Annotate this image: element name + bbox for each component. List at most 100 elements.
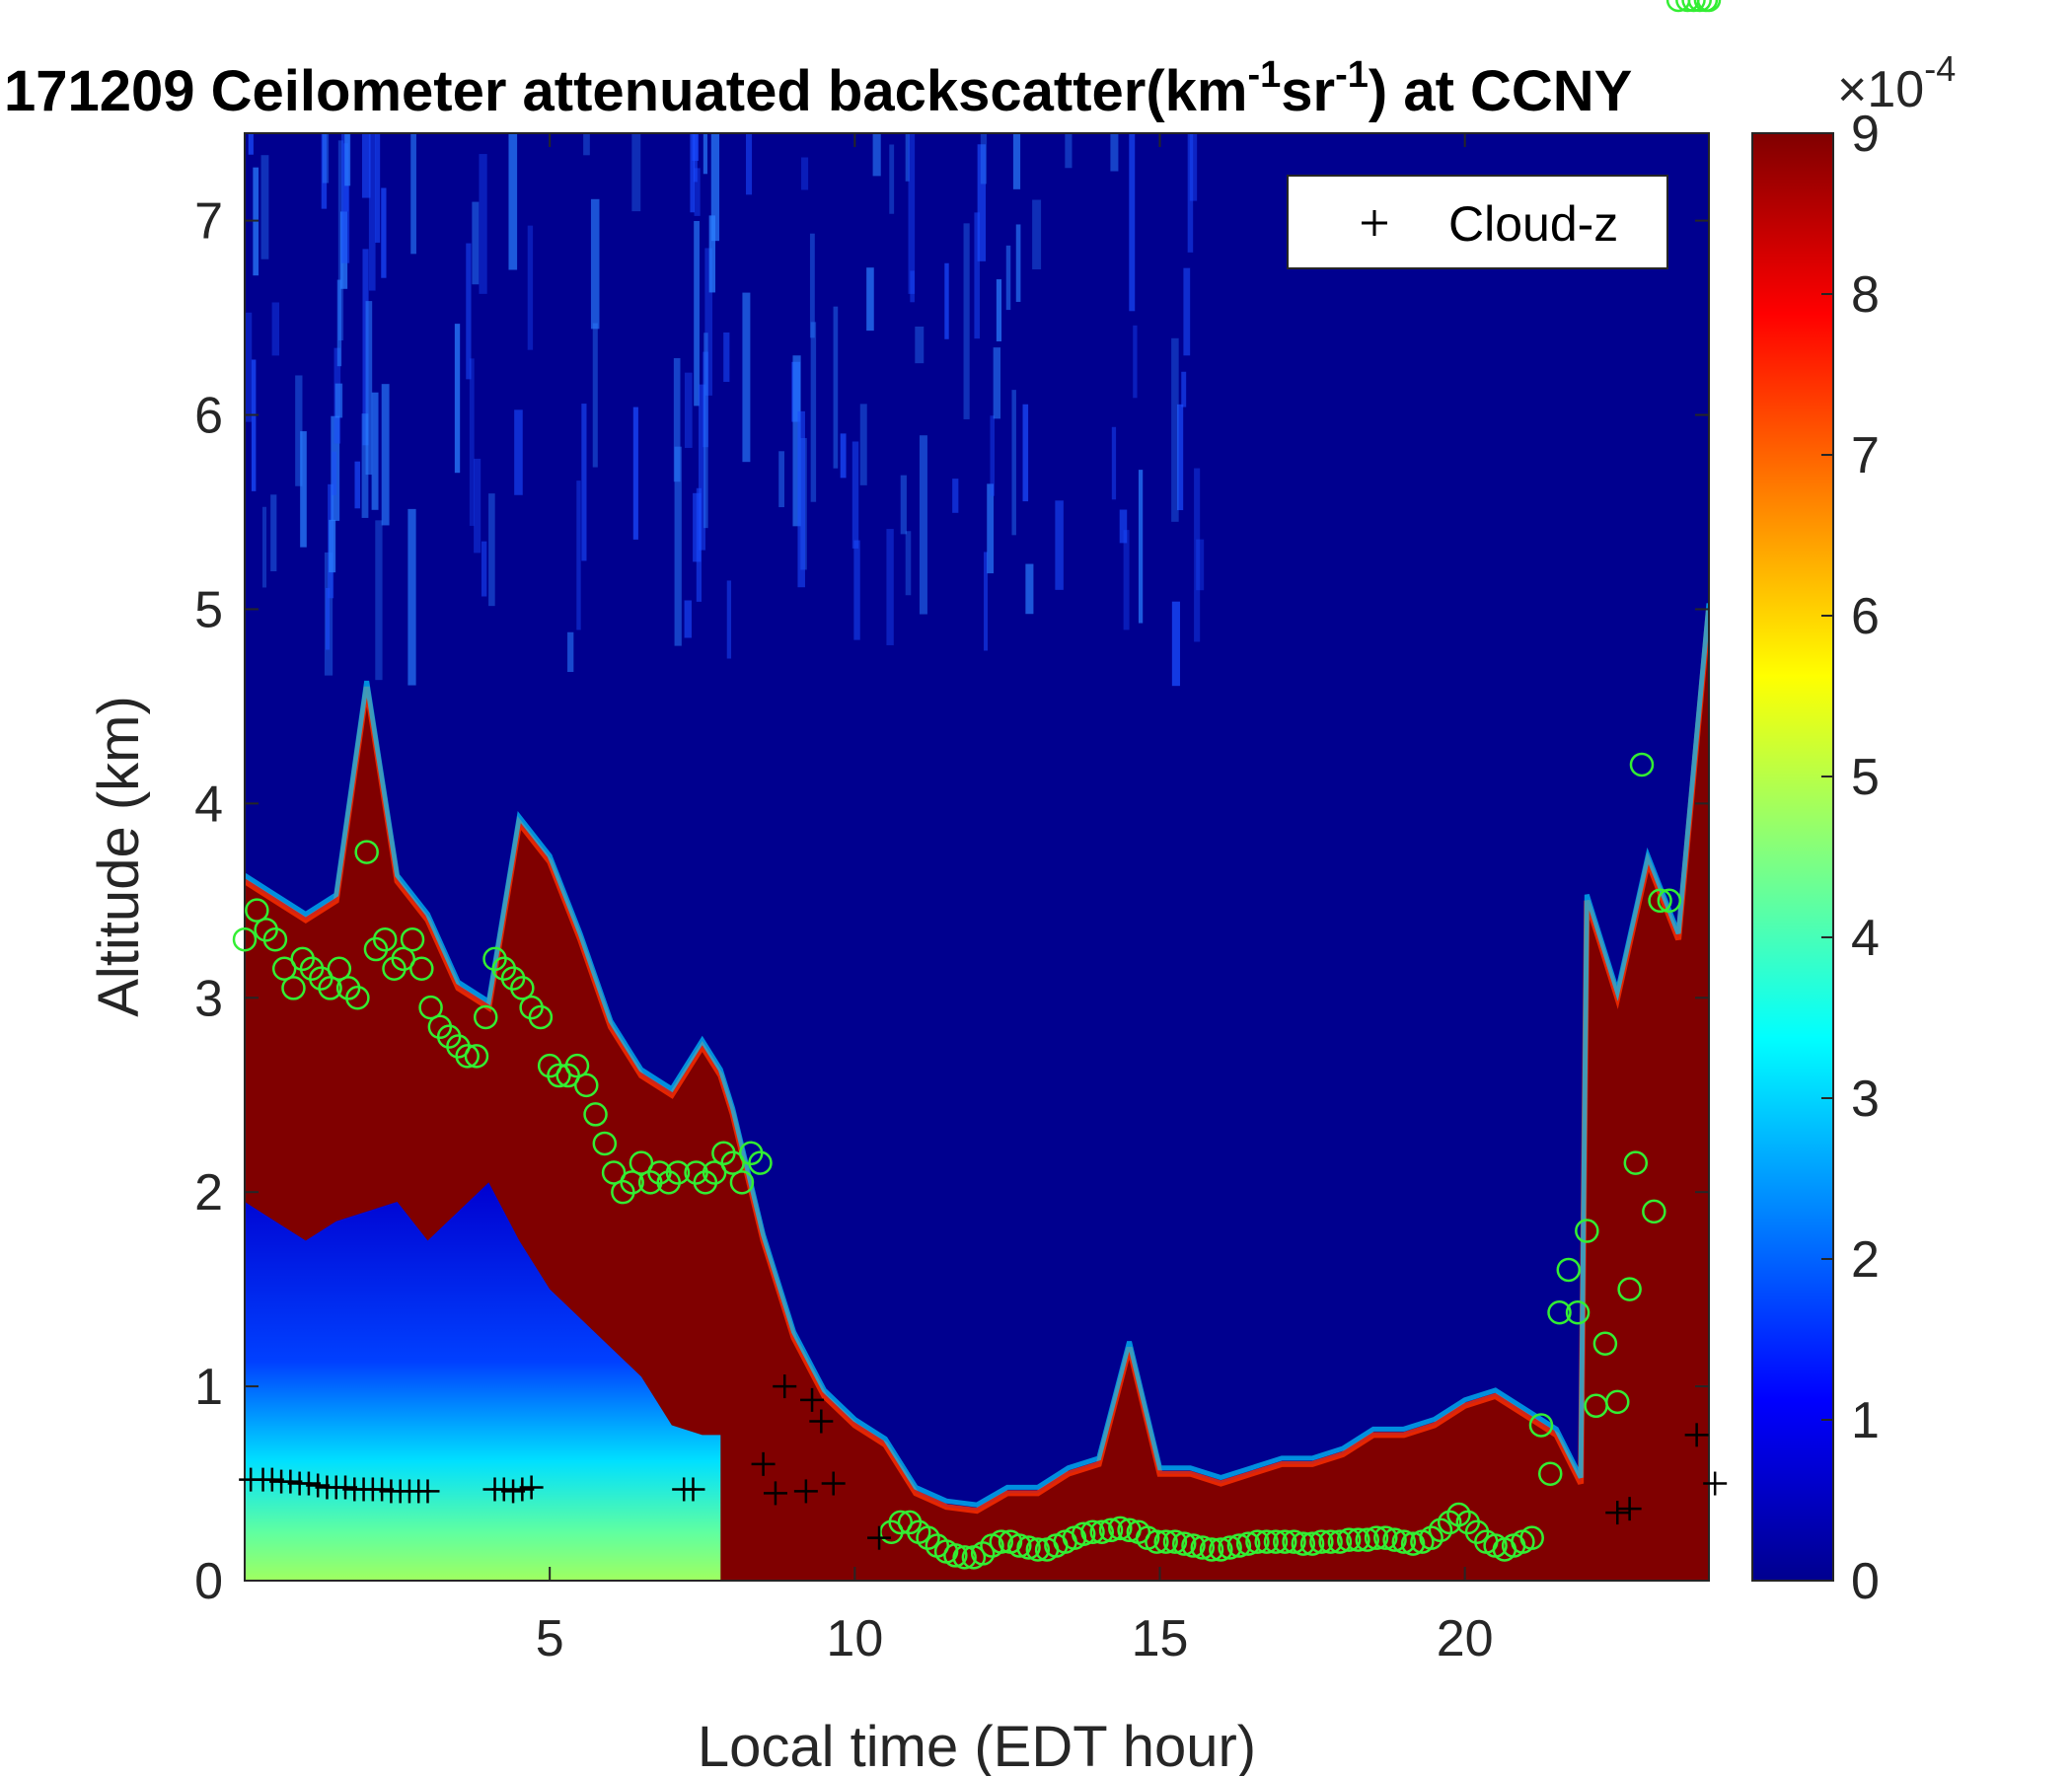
pbl-circle	[245, 898, 269, 923]
pbl-circle	[592, 1131, 618, 1156]
noise-streak	[331, 415, 340, 521]
pbl-circle	[620, 1170, 644, 1195]
noise-streak	[329, 519, 336, 573]
noise-streak	[581, 404, 587, 561]
pbl-circle	[327, 956, 352, 981]
y-tick-label: 5	[194, 581, 223, 638]
pbl-circle	[1291, 1531, 1316, 1556]
noise-streak	[693, 492, 702, 562]
pbl-circle	[888, 1510, 913, 1535]
noise-streak	[910, 270, 915, 303]
dense-aerosol-layer	[245, 609, 1709, 1581]
noise-streak	[592, 323, 598, 468]
legend-box	[1287, 175, 1668, 269]
noise-streak	[908, 133, 916, 294]
noise-streak	[1022, 404, 1029, 502]
noise-streak	[792, 355, 801, 527]
noise-streak	[703, 351, 709, 448]
pbl-circle	[1108, 1516, 1133, 1541]
pbl-circle	[989, 1529, 1013, 1554]
noise-streak	[245, 312, 253, 422]
noise-streak	[632, 407, 638, 540]
noise-streak	[698, 384, 706, 551]
pbl-circle	[1547, 1300, 1572, 1325]
noise-streak	[375, 520, 383, 681]
pbl-circle	[1696, 0, 1722, 13]
noise-streak	[325, 587, 331, 650]
pbl-circle	[1575, 1219, 1599, 1243]
noise-streak	[704, 248, 713, 396]
pbl-circle	[564, 1053, 590, 1078]
noise-streak	[694, 168, 701, 216]
pbl-circle	[1556, 1257, 1582, 1283]
y-tick-label: 0	[194, 1553, 223, 1610]
legend-entry-cloud-z: Cloud-z	[1448, 196, 1618, 252]
noise-streak	[583, 133, 590, 156]
noise-streak	[1189, 133, 1198, 201]
noise-streak	[344, 133, 351, 186]
colorbar-gradient	[1751, 132, 1834, 1582]
noise-streak	[1183, 267, 1191, 356]
pbl-circle	[1657, 888, 1682, 914]
noise-streak	[248, 133, 254, 155]
y-tick-label: 4	[194, 776, 223, 833]
pbl-circle	[1263, 1529, 1289, 1554]
pbl-circle	[1226, 1533, 1252, 1558]
noise-streak	[368, 133, 376, 291]
noise-streak	[381, 384, 390, 526]
pbl-circle	[574, 1073, 599, 1098]
pbl-circle	[1254, 1529, 1279, 1554]
noise-streak	[514, 409, 523, 495]
noise-streak	[361, 133, 371, 198]
noise-streak	[362, 249, 369, 446]
noise-streak	[472, 201, 480, 285]
noise-streak	[1181, 371, 1187, 407]
noise-streak	[251, 359, 257, 491]
pbl-circle	[1364, 1525, 1389, 1550]
noise-streak	[996, 279, 1002, 341]
pbl-circle	[547, 1063, 571, 1088]
noise-streak	[778, 451, 784, 508]
y-tick-label: 1	[194, 1359, 223, 1416]
cloud-z-marker	[519, 1475, 544, 1500]
pbl-circle	[1336, 1527, 1362, 1552]
noise-streak	[952, 479, 959, 513]
colorbar-tick-label: 5	[1851, 749, 1880, 806]
noise-streak	[703, 333, 708, 529]
pbl-circle	[1098, 1517, 1124, 1543]
pbl-circle	[1391, 1529, 1417, 1554]
pbl-circle	[1665, 0, 1691, 13]
colorbar-tick-label: 6	[1851, 588, 1880, 645]
noise-streak	[260, 155, 269, 259]
noise-streak	[693, 133, 698, 183]
cloud-z-marker	[333, 1475, 358, 1500]
pbl-circle	[1565, 1300, 1591, 1325]
noise-streak	[984, 552, 989, 651]
noise-streak	[508, 133, 518, 270]
pbl-circle	[1327, 1529, 1353, 1554]
x-ticks: 5 10 15 20	[536, 133, 1494, 1667]
noise-streak	[987, 483, 995, 574]
pbl-circle	[1145, 1529, 1169, 1554]
noise-streak	[690, 133, 696, 213]
noise-streak	[889, 144, 895, 214]
pbl-circle	[473, 1004, 498, 1030]
noise-streak	[872, 133, 881, 177]
noise-streak	[900, 475, 907, 535]
pbl-circle	[1007, 1533, 1032, 1558]
noise-streak	[684, 372, 693, 448]
cloud-z-marker	[763, 1481, 787, 1506]
noise-streak	[944, 262, 949, 339]
noise-streak	[673, 358, 681, 482]
noise-streak	[354, 461, 361, 509]
noise-streak	[974, 212, 981, 339]
noise-streak	[963, 223, 970, 419]
cloud-z-marker	[681, 1477, 705, 1502]
colorbar: 0 1 2 3 4 5 6 7 8 9 ×10-4	[1751, 48, 1956, 1610]
pbl-circle	[318, 976, 342, 1000]
noise-streak	[334, 383, 343, 418]
cloud-z-marker	[751, 1451, 776, 1476]
noise-streak	[726, 580, 732, 659]
noise-streak	[270, 494, 277, 572]
noise-streak	[710, 133, 720, 242]
